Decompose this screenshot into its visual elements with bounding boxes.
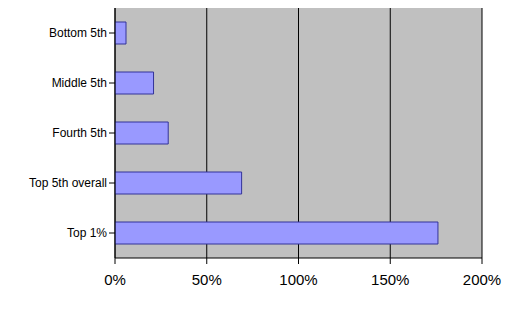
svg-text:100%: 100% [279, 271, 317, 288]
svg-text:Top 1%: Top 1% [67, 226, 107, 240]
svg-text:Top 5th overall: Top 5th overall [29, 176, 107, 190]
svg-text:200%: 200% [463, 271, 501, 288]
svg-text:Middle 5th: Middle 5th [52, 76, 107, 90]
svg-text:150%: 150% [371, 271, 409, 288]
svg-text:Bottom 5th: Bottom 5th [49, 26, 107, 40]
svg-text:0%: 0% [104, 271, 126, 288]
svg-text:50%: 50% [192, 271, 222, 288]
svg-text:Fourth 5th: Fourth 5th [52, 126, 107, 140]
